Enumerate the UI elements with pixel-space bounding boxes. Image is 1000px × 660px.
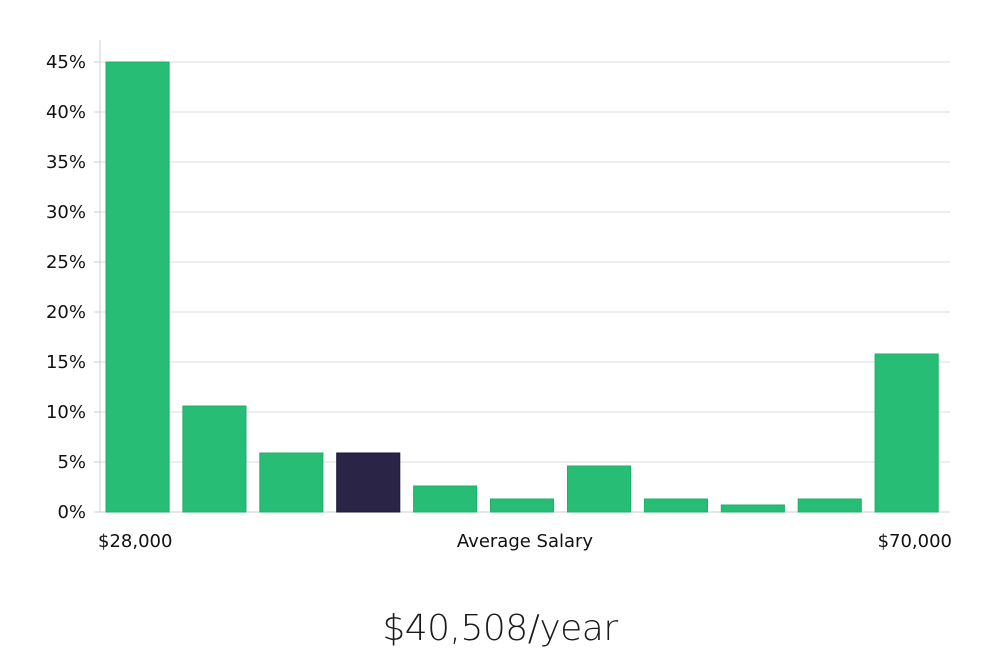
bar [490,498,555,513]
bars [105,61,939,513]
y-tick-label: 0% [57,502,86,523]
bar [259,452,324,513]
y-axis-ticks: 0% 5% 10% 15% 20% 25% 30% 35% 40% 45% [46,52,100,523]
bar [413,485,478,513]
y-tick-label: 30% [46,202,86,223]
grid-lines [100,61,950,463]
bar [720,504,785,513]
y-tick-label: 35% [46,152,86,173]
y-tick-label: 15% [46,352,86,373]
bar [797,498,862,513]
bar [874,353,939,513]
x-start-label: $28,000 [98,531,172,552]
bar [105,61,170,513]
y-tick-label: 45% [46,52,86,73]
y-tick-label: 25% [46,252,86,273]
y-tick-label: 40% [46,102,86,123]
bar [182,405,247,513]
average-salary-value: $40,508/year [382,608,618,649]
bar [567,465,632,513]
x-axis-title: Average Salary [457,531,594,552]
salary-histogram: 0% 5% 10% 15% 20% 25% 30% 35% 40% 45% $28,000 Ave… [46,40,952,552]
x-end-label: $70,000 [878,531,952,552]
y-tick-label: 20% [46,302,86,323]
y-tick-label: 10% [46,402,86,423]
y-tick-label: 5% [57,452,86,473]
bar [643,498,709,513]
bar-highlighted [336,452,401,513]
